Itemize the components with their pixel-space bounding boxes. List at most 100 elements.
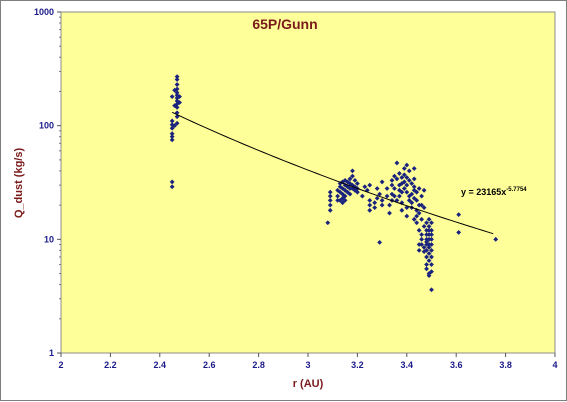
data-point — [367, 198, 373, 203]
data-point — [429, 254, 434, 260]
data-point — [493, 236, 499, 242]
data-point — [355, 181, 360, 186]
data-point — [429, 269, 434, 275]
data-point — [355, 189, 360, 195]
data-point — [419, 216, 425, 222]
data-point — [392, 193, 397, 199]
data-point — [411, 184, 417, 190]
data-point — [174, 104, 180, 110]
data-point — [409, 181, 415, 186]
data-point — [174, 110, 180, 116]
chart-title: 65P/Gunn — [252, 16, 317, 32]
data-point — [352, 177, 358, 183]
data-point — [335, 198, 341, 203]
data-point — [426, 223, 432, 229]
x-tick-label: 2.2 — [104, 360, 117, 370]
x-axis-title: r (AU) — [293, 378, 324, 390]
data-point — [169, 184, 175, 190]
data-point — [389, 182, 395, 188]
x-tick-label: 3.4 — [401, 360, 414, 370]
y-axis-title: Q_dust (kg/s) — [13, 148, 25, 219]
data-point — [372, 205, 378, 211]
data-point — [424, 232, 429, 238]
trendline-equation-base: y = 23165x — [461, 187, 506, 197]
data-point — [340, 191, 345, 197]
data-point — [424, 227, 429, 233]
data-point — [414, 213, 420, 219]
data-point — [399, 175, 405, 180]
data-point — [172, 123, 178, 129]
y-tick-label: 100 — [39, 121, 54, 131]
data-point — [169, 137, 175, 143]
data-point — [340, 186, 345, 191]
data-point — [347, 191, 353, 197]
data-point — [429, 262, 434, 267]
data-point — [374, 195, 380, 201]
data-point — [416, 242, 422, 247]
x-tick-label: 4 — [552, 360, 557, 370]
y-tick-label: 10 — [44, 234, 54, 244]
data-point — [384, 186, 390, 191]
data-point — [424, 239, 429, 245]
data-point — [174, 86, 180, 92]
data-point — [404, 189, 410, 195]
data-point — [379, 202, 385, 208]
plot-area — [60, 11, 556, 354]
data-point — [404, 213, 410, 219]
data-point — [419, 236, 425, 242]
data-point — [327, 198, 333, 203]
data-point — [394, 176, 400, 182]
data-point — [401, 179, 407, 185]
data-point — [174, 92, 180, 98]
data-point — [424, 262, 429, 267]
data-point — [374, 186, 380, 191]
x-tick-label: 2.4 — [154, 360, 167, 370]
data-point — [426, 216, 432, 222]
data-point — [409, 191, 415, 197]
data-point — [362, 184, 368, 190]
y-tick-label: 1 — [49, 348, 54, 358]
trendline-equation: y = 23165x-5.7754 — [461, 187, 527, 197]
data-point — [169, 122, 175, 128]
data-point — [426, 232, 432, 238]
data-point — [177, 94, 182, 100]
data-point — [172, 87, 178, 93]
data-point — [414, 220, 420, 226]
data-point — [416, 202, 422, 208]
data-point — [406, 198, 412, 203]
data-point — [401, 172, 407, 178]
data-point — [174, 82, 180, 87]
data-point — [169, 179, 175, 185]
data-point — [399, 207, 405, 213]
data-point — [416, 210, 422, 216]
data-point — [394, 160, 400, 166]
data-point — [421, 187, 427, 193]
data-point — [409, 200, 415, 206]
x-tick-label: 3.6 — [450, 360, 463, 370]
data-point — [174, 90, 180, 96]
data-point — [394, 198, 400, 203]
data-point — [392, 173, 397, 179]
data-point — [174, 98, 180, 104]
x-tick-label: 2.6 — [203, 360, 216, 370]
data-point — [174, 120, 180, 126]
data-point — [404, 162, 410, 168]
data-point — [404, 182, 410, 188]
data-point — [421, 205, 427, 211]
data-point — [327, 193, 333, 199]
data-point — [359, 193, 365, 199]
data-point — [169, 118, 175, 124]
data-point — [342, 193, 348, 199]
data-point — [174, 114, 180, 120]
data-point — [177, 100, 182, 105]
data-point — [419, 232, 425, 238]
data-points — [169, 74, 499, 293]
data-point — [426, 273, 432, 278]
data-point — [411, 176, 417, 182]
data-point — [172, 103, 178, 109]
data-point — [429, 220, 434, 226]
data-point — [429, 242, 434, 247]
data-point — [426, 258, 432, 263]
y-axis: 1 10 100 1000 — [34, 7, 61, 358]
